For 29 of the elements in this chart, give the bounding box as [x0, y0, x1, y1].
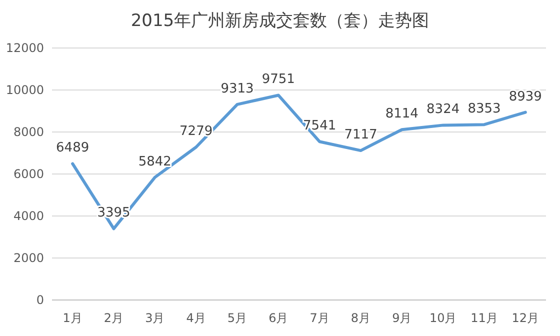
y-tick-label: 10000 — [6, 83, 44, 97]
x-tick-label: 9月 — [392, 311, 412, 325]
data-label: 8114 — [385, 106, 418, 122]
x-tick-label: 3月 — [145, 311, 165, 325]
x-tick-label: 1月 — [62, 311, 82, 325]
y-tick-label: 8000 — [13, 125, 44, 139]
y-tick-label: 12000 — [6, 41, 44, 55]
x-tick-label: 8月 — [350, 311, 371, 325]
data-label: 8939 — [508, 89, 542, 104]
data-label: 8353 — [468, 102, 501, 117]
x-tick-label: 7月 — [310, 311, 330, 325]
y-tick-label: 6000 — [13, 167, 44, 181]
x-tick-label: 11月 — [470, 311, 498, 325]
chart-title: 2015年广州新房成交套数（套）走势图 — [130, 11, 430, 31]
data-label: 6489 — [56, 140, 90, 156]
x-tick-label: 5月 — [227, 311, 248, 325]
y-tick-label: 0 — [36, 293, 44, 307]
y-tick-label: 4000 — [13, 209, 44, 223]
data-label: 9751 — [262, 72, 295, 88]
x-tick-label: 4月 — [186, 311, 206, 325]
data-label: 8324 — [426, 102, 460, 118]
x-tick-label: 10月 — [429, 311, 457, 325]
data-label: 5842 — [138, 154, 172, 170]
x-tick-label: 6月 — [268, 311, 288, 325]
data-label: 9313 — [220, 81, 254, 96]
x-tick-label: 2月 — [104, 311, 124, 325]
data-label: 7117 — [344, 128, 378, 143]
y-tick-label: 2000 — [13, 251, 44, 265]
x-tick-label: 12月 — [512, 311, 540, 325]
